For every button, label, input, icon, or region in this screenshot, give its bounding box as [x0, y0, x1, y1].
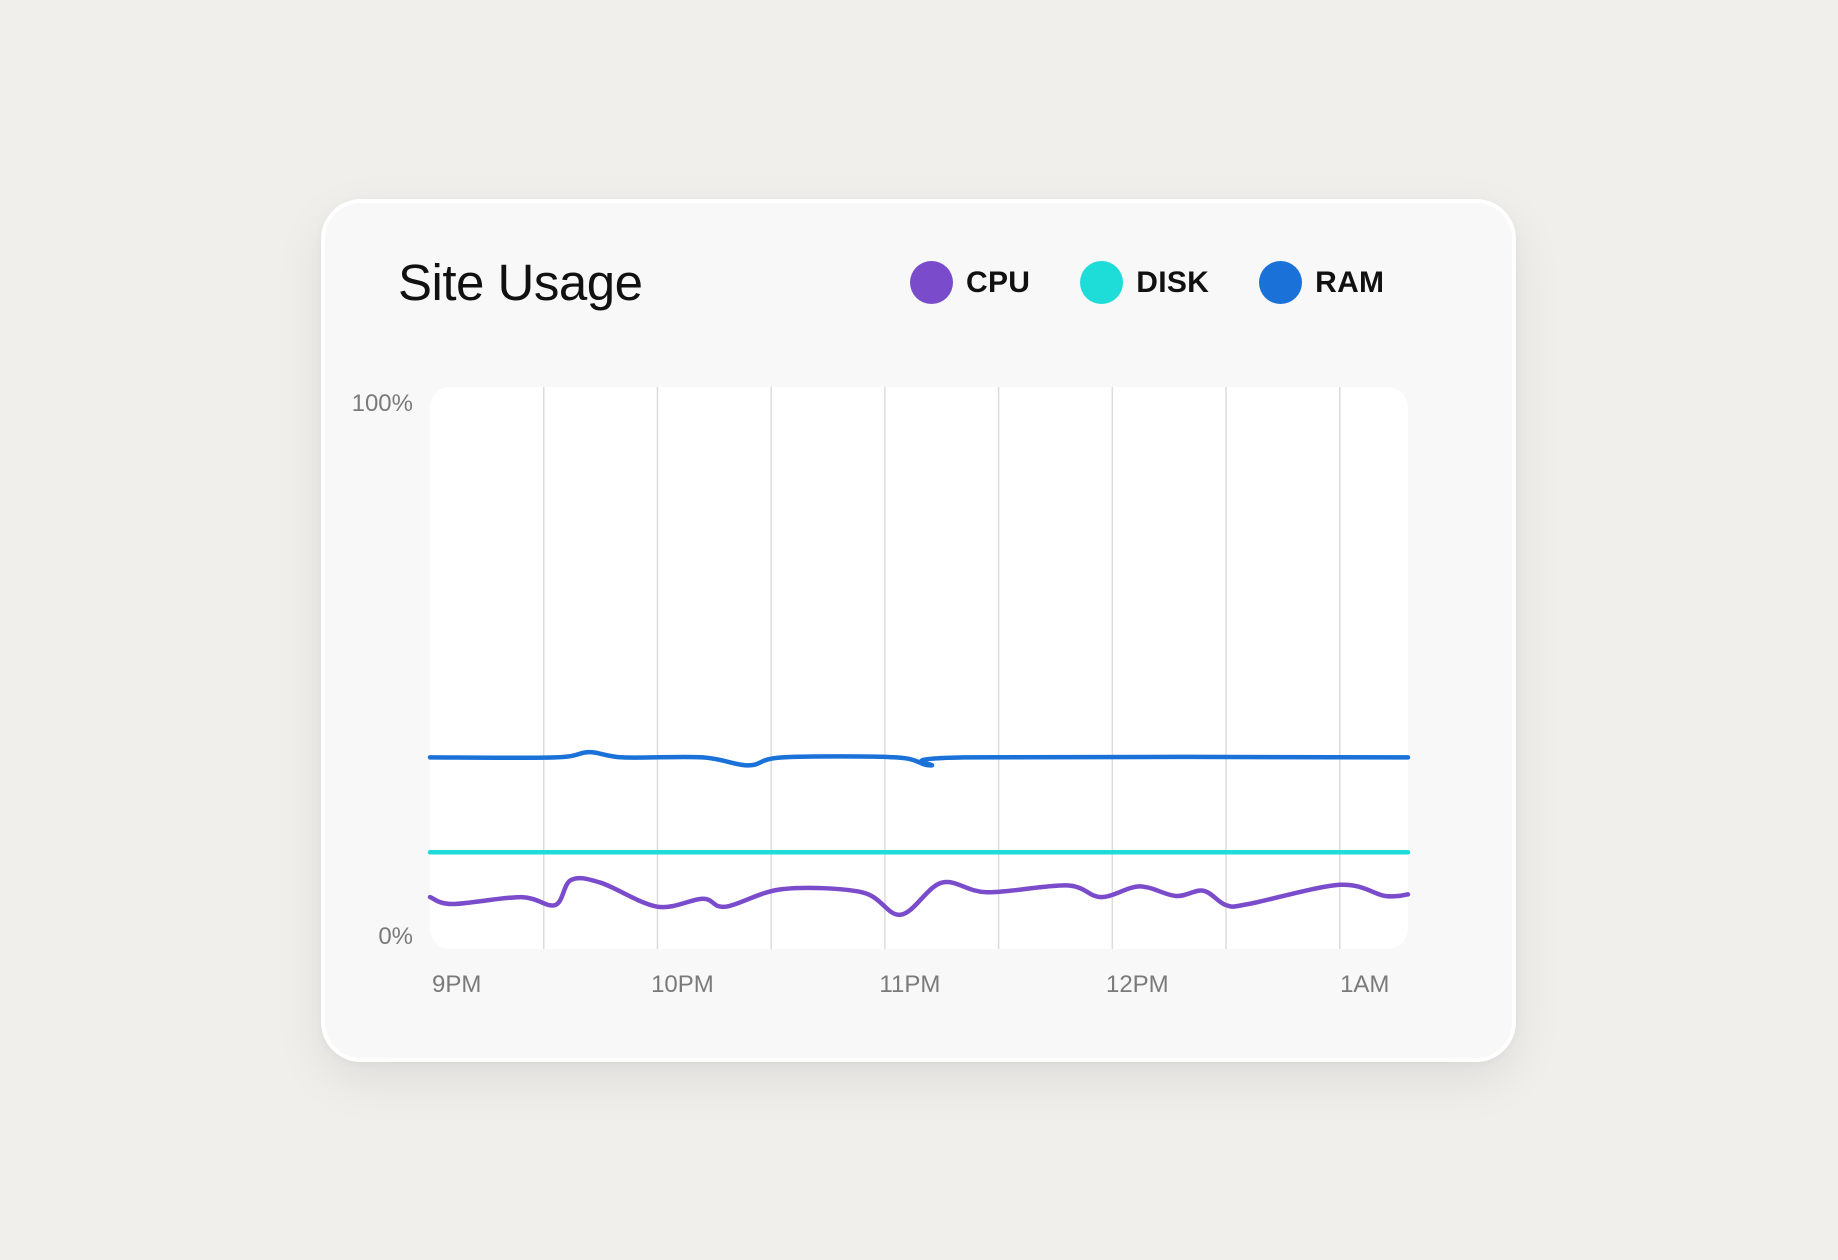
chart-legend: CPU DISK RAM	[910, 261, 1384, 304]
x-tick-label: 1AM	[1340, 971, 1389, 998]
card-title: Site Usage	[398, 254, 643, 311]
y-axis-ticks: 100% 0%	[352, 390, 413, 950]
series-lines	[427, 749, 1411, 917]
y-tick-label: 0%	[378, 923, 413, 950]
x-tick-label: 9PM	[432, 971, 481, 998]
legend-dot-disk	[1080, 261, 1124, 304]
vertical-gridlines	[542, 387, 1341, 949]
legend-dot-cpu	[910, 261, 953, 304]
legend-dot-ram	[1259, 261, 1303, 304]
legend-item-cpu[interactable]: CPU	[910, 261, 1030, 304]
legend-label-disk: DISK	[1136, 265, 1210, 299]
series-line-ram[interactable]	[427, 749, 1411, 768]
usage-line-chart: 100% 0% 9PM 10PM 11PM 12PM 1AM	[352, 387, 1411, 998]
x-tick-label: 12PM	[1106, 971, 1169, 998]
x-tick-label: 11PM	[879, 971, 940, 998]
legend-item-ram[interactable]: RAM	[1259, 261, 1384, 304]
plot-area	[430, 387, 1408, 949]
legend-label-cpu: CPU	[966, 265, 1031, 299]
legend-item-disk[interactable]: DISK	[1080, 261, 1209, 304]
series-line-cpu[interactable]	[427, 875, 1411, 917]
legend-label-ram: RAM	[1315, 265, 1385, 299]
x-tick-label: 10PM	[651, 971, 714, 998]
site-usage-card: Site Usage CPU DISK RAM 100%	[321, 199, 1516, 1062]
x-axis-ticks: 9PM 10PM 11PM 12PM 1AM	[432, 971, 1389, 998]
y-tick-label: 100%	[352, 390, 413, 417]
